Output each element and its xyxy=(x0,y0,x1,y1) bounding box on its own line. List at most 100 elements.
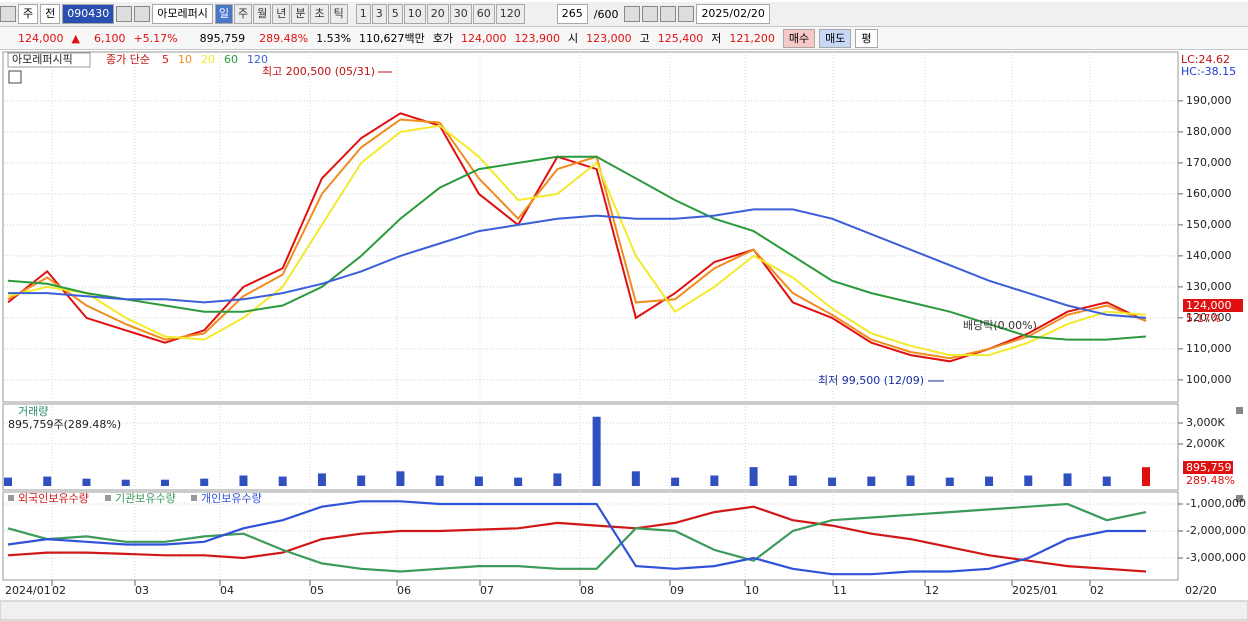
legend-entry: 60 xyxy=(224,53,238,66)
number-button[interactable]: 1 xyxy=(355,4,371,24)
interval-button[interactable]: 틱 xyxy=(329,4,348,24)
interval-button[interactable]: 분 xyxy=(291,4,310,24)
hc-label: HC:-38.15 xyxy=(1181,65,1236,78)
panel-close[interactable] xyxy=(1236,495,1243,502)
ask: 124,000 xyxy=(461,31,507,45)
volume-bar xyxy=(1102,476,1111,486)
y-tick-label: 150,000 xyxy=(1186,218,1232,231)
volume-bar xyxy=(357,475,366,486)
volume-bar xyxy=(514,477,523,486)
high-label: 고 xyxy=(639,32,650,45)
max: /600 xyxy=(593,7,619,21)
volume-title: 거래량 xyxy=(18,405,48,418)
dividend-annotation: 배당락(0.00%) xyxy=(963,319,1037,332)
low-label: 저 xyxy=(711,32,722,45)
search-icon[interactable] xyxy=(116,6,133,22)
amount: 110,627백만 xyxy=(359,32,425,45)
volume-bar xyxy=(82,478,91,486)
legend-entry: 5 xyxy=(162,53,169,66)
volume-bar xyxy=(121,479,130,486)
holdings-panel xyxy=(2,491,1179,581)
number-button[interactable]: 3 xyxy=(371,4,387,24)
sound-icon[interactable] xyxy=(134,6,151,22)
x-tick-label: 07 xyxy=(480,584,494,597)
scrollbar[interactable] xyxy=(0,600,1248,621)
number-button[interactable]: 10 xyxy=(403,4,426,24)
count[interactable]: 265 xyxy=(556,4,588,24)
date[interactable]: 2025/02/20 xyxy=(696,4,770,24)
series-line xyxy=(7,500,1146,576)
x-tick-label: 02/20 xyxy=(1185,584,1217,597)
x-tick-label: 2025/01 xyxy=(1012,584,1058,597)
interval-button[interactable]: 주 xyxy=(233,4,253,24)
number-button[interactable]: 20 xyxy=(426,4,449,24)
y-tick-label: 140,000 xyxy=(1186,249,1232,262)
avg-button[interactable]: 평 xyxy=(855,28,878,48)
turnover: 1.53% xyxy=(316,31,352,45)
volume-bar xyxy=(239,475,248,486)
y-tick-label: 130,000 xyxy=(1186,280,1232,293)
volume-bar xyxy=(1142,467,1150,486)
title-box xyxy=(7,52,91,68)
number-button[interactable]: 120 xyxy=(495,4,525,24)
stock-code[interactable]: 090430 xyxy=(62,4,115,24)
bid: 123,900 xyxy=(514,31,561,45)
tool-icon[interactable] xyxy=(624,6,641,22)
x-tick-label: 02 xyxy=(1090,584,1104,597)
volume-bar xyxy=(867,476,876,486)
prev[interactable]: 전 xyxy=(40,4,61,24)
x-tick-label: 2024/01 xyxy=(5,584,51,597)
y-tick-label: 110,000 xyxy=(1186,342,1232,355)
buy-button[interactable]: 매수 xyxy=(782,28,816,48)
table-icon[interactable] xyxy=(8,70,22,84)
change: 6,100 xyxy=(93,31,126,45)
tool-icon[interactable] xyxy=(642,6,659,22)
low: 121,200 xyxy=(729,31,775,45)
x-tick-label: 02 xyxy=(52,584,66,597)
volume-bar xyxy=(4,477,12,486)
price-panel xyxy=(2,51,1179,403)
volume-bar xyxy=(985,476,994,486)
volume-bar xyxy=(631,471,640,486)
y-tick-label: -3,000,000 xyxy=(1186,551,1246,564)
save-icon[interactable] xyxy=(660,6,677,22)
series-line xyxy=(7,124,1147,357)
volume-rate: 289.48% xyxy=(259,31,309,45)
volume-bar xyxy=(553,473,562,486)
sell-button[interactable]: 매도 xyxy=(819,28,852,48)
period[interactable]: 주 xyxy=(18,4,39,24)
legend-swatch xyxy=(105,495,111,501)
settings-icon[interactable] xyxy=(678,6,695,22)
series-line xyxy=(7,502,1147,573)
series-line xyxy=(7,118,1147,360)
volume-tag xyxy=(1183,461,1233,474)
interval-button[interactable]: 일 xyxy=(214,4,233,24)
change-tag-text: 5.17% xyxy=(1186,312,1221,325)
legend-entry: 10 xyxy=(178,53,192,66)
rate-tag-text: 289.48% xyxy=(1186,474,1235,487)
ma-label: 종가 단순 xyxy=(106,53,150,66)
interval-button[interactable]: 년 xyxy=(272,4,291,24)
interval-button[interactable]: 월 xyxy=(253,4,272,24)
chart-title: 아모레퍼시픽 xyxy=(12,53,73,66)
menu-icon[interactable] xyxy=(0,6,16,22)
number-button[interactable]: 30 xyxy=(449,4,472,24)
y-tick-label: 120,000 xyxy=(1186,311,1232,324)
volume-bar xyxy=(43,476,52,486)
number-button[interactable]: 60 xyxy=(472,4,495,24)
series-line xyxy=(7,505,1147,573)
y-tick-label: 100,000 xyxy=(1186,373,1232,386)
volume-bar xyxy=(671,477,680,486)
x-tick-label: 11 xyxy=(833,584,847,597)
volume-bar xyxy=(396,471,405,486)
number-button[interactable]: 5 xyxy=(387,4,403,24)
interval-button[interactable]: 초 xyxy=(310,4,329,24)
volume-panel xyxy=(2,403,1179,491)
panel-close[interactable] xyxy=(1236,407,1243,414)
stock-name[interactable]: 아모레퍼시 xyxy=(152,4,213,24)
volume-bar xyxy=(788,475,797,486)
volume-bar xyxy=(317,473,326,486)
